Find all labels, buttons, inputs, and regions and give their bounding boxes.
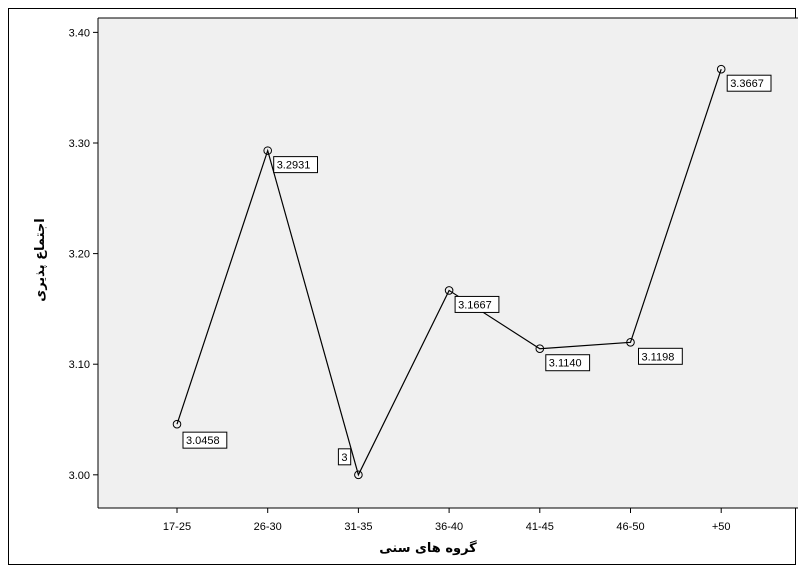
- data-point-marker: [354, 470, 363, 480]
- data-label-box: [545, 354, 591, 372]
- data-labels: 3.0458 3.2931 3 3.1667 3.1140 3.1198 3.3667: [182, 74, 772, 466]
- data-label-text: 3: [341, 452, 347, 464]
- y-tick-label: 3.00: [69, 470, 90, 482]
- data-label-text: 3.1198: [642, 351, 675, 363]
- x-tick-label: 31-35: [344, 521, 372, 533]
- data-label: 3.1667: [454, 295, 500, 313]
- data-label: 3.2931: [273, 156, 319, 174]
- data-label-box: [638, 347, 683, 365]
- y-axis-title: اجتماع پذیری: [33, 218, 48, 301]
- data-points: [172, 64, 726, 480]
- data-label-text: 3.1140: [549, 358, 582, 370]
- x-tick-label: +50: [712, 521, 731, 533]
- data-label-box: [273, 156, 319, 174]
- data-label-box: [182, 431, 228, 449]
- plot-area: [98, 18, 798, 508]
- data-label: 3.0458: [182, 431, 228, 449]
- x-tick-label: 17-25: [163, 521, 191, 533]
- series-line: [176, 69, 722, 477]
- data-label-box: [726, 74, 772, 92]
- data-point-marker: [535, 344, 545, 354]
- data-label-box: [337, 448, 352, 466]
- data-label: 3: [337, 448, 352, 466]
- x-tick-label: 36-40: [435, 521, 463, 533]
- y-tick-label: 3.40: [69, 27, 90, 39]
- data-label-box: [454, 295, 500, 313]
- data-label-text: 3.3667: [730, 78, 764, 90]
- y-tick-label: 3.20: [69, 249, 90, 261]
- data-point-marker: [716, 64, 726, 74]
- data-point-marker: [263, 146, 273, 155]
- x-tick-label: 46-50: [616, 521, 644, 533]
- x-tick-label: 41-45: [526, 521, 554, 533]
- axes: [97, 17, 798, 509]
- x-axis-title: گروه های سنی: [379, 540, 477, 556]
- data-point-marker: [444, 286, 454, 295]
- data-label-text: 3.1667: [458, 299, 492, 311]
- x-tick-label: 26-30: [254, 521, 282, 533]
- data-label: 3.1140: [545, 354, 591, 372]
- data-point-marker: [626, 338, 635, 347]
- data-point-marker: [172, 419, 182, 429]
- data-label: 3.3667: [726, 74, 772, 92]
- series-polyline: [176, 69, 722, 477]
- data-label-text: 3.2931: [277, 160, 311, 172]
- data-label: 3.1198: [638, 347, 683, 365]
- tick-marks: 3.00 3.10 3.20 3.30 3.40 17-25 26-30 31-35 36-40…: [69, 27, 731, 533]
- y-tick-label: 3.10: [69, 359, 90, 371]
- data-label-text: 3.0458: [186, 435, 220, 447]
- y-tick-label: 3.30: [69, 138, 90, 150]
